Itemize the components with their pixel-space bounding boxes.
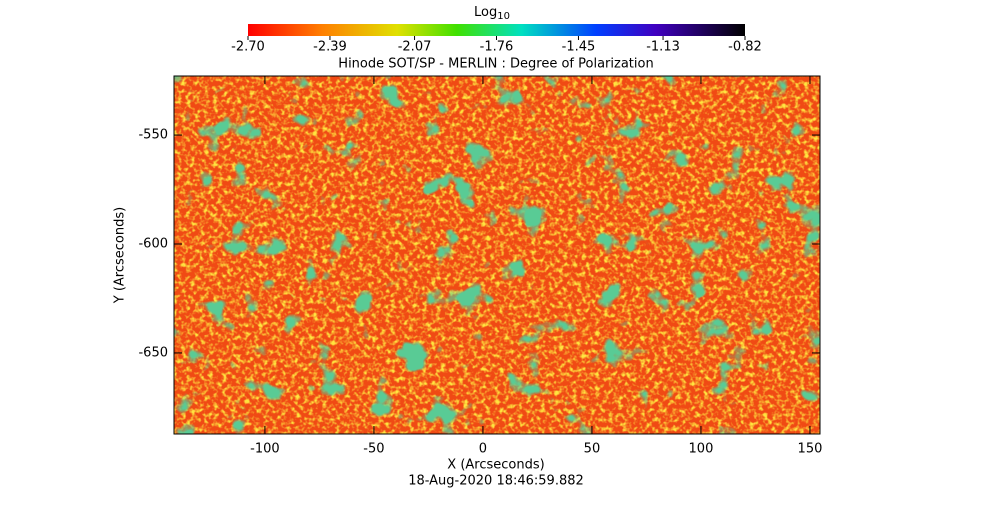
y-tick-label: -650	[138, 345, 168, 360]
footer: 18-Aug-2020 18:46:59.882	[408, 474, 584, 489]
colorbar-tick-label: -2.39	[313, 40, 347, 55]
y-tick-label: -600	[138, 236, 168, 251]
y-tick-label: -550	[138, 128, 168, 143]
y-axis-label: Y (Arcseconds)	[113, 207, 128, 304]
colorbar	[248, 24, 745, 36]
plot-frame	[173, 75, 821, 435]
colorbar-tick-label: -0.82	[728, 40, 762, 55]
colorbar-tick-label: -2.70	[231, 40, 265, 55]
x-tick-label: 50	[584, 442, 601, 457]
colorbar-tick-label: -2.07	[398, 40, 432, 55]
image-texture	[174, 76, 820, 434]
x-tick-label: 0	[479, 442, 487, 457]
chart-title: Hinode SOT/SP - MERLIN : Degree of Polar…	[338, 57, 653, 72]
colorbar-tick-label: -1.76	[480, 40, 514, 55]
x-tick-label: -50	[363, 442, 384, 457]
x-tick-label: 150	[798, 442, 823, 457]
x-tick-label: 100	[689, 442, 714, 457]
x-tick-label: -100	[250, 442, 280, 457]
colorbar-tick-label: -1.13	[646, 40, 680, 55]
colorbar-tick-label: -1.45	[562, 40, 596, 55]
x-axis-label: X (Arcseconds)	[447, 458, 544, 473]
colorbar-label: Log10	[474, 5, 510, 23]
